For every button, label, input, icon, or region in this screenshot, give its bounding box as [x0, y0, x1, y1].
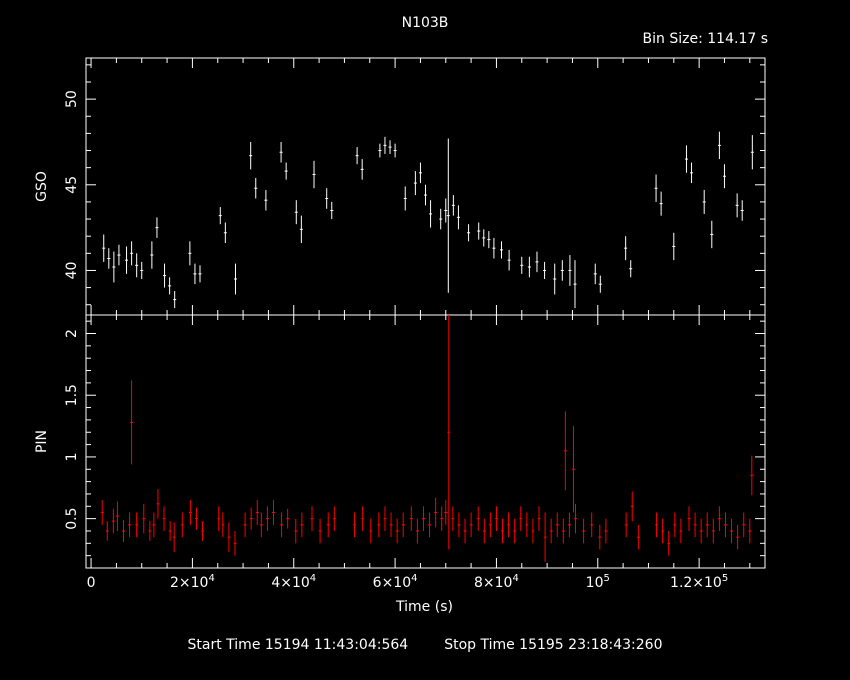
top-y-tick-label: 40 [64, 262, 80, 280]
bottom-y-tick-label: 1.5 [64, 384, 80, 406]
x-tick-label: 8×104 [474, 573, 519, 591]
bottom-data-series [100, 315, 754, 562]
x-tick-label: 0 [87, 575, 96, 591]
x-tick-label: 2×104 [170, 573, 215, 591]
bottom-panel-frame [85, 314, 766, 569]
x-tick-label: 1.2×105 [670, 573, 728, 591]
top-data-series [102, 131, 754, 309]
top-y-tick-label: 45 [64, 176, 80, 194]
bin-size-label: Bin Size: 114.17 s [642, 31, 768, 47]
x-tick-label: 6×104 [373, 573, 418, 591]
bottom-y-axis-label: PIN [34, 430, 50, 453]
top-y-axis-label: GSO [34, 171, 50, 202]
bottom-y-tick-label: 0.5 [64, 508, 80, 530]
chart-title: N103B [401, 15, 449, 31]
bottom-y-tick-label: 2 [64, 329, 80, 338]
x-axis-label: Time (s) [395, 599, 453, 615]
x-tick-label: 4×104 [271, 573, 316, 591]
x-tick-label: 105 [586, 573, 610, 591]
bottom-y-tick-label: 1 [64, 452, 80, 461]
stop-time-label: Stop Time 15195 23:18:43:260 [444, 637, 663, 653]
time-range: Start Time 15194 11:43:04:564 Stop Time 1… [0, 637, 850, 653]
start-time-label: Start Time 15194 11:43:04:564 [187, 637, 409, 653]
top-y-tick-label: 50 [64, 90, 80, 108]
